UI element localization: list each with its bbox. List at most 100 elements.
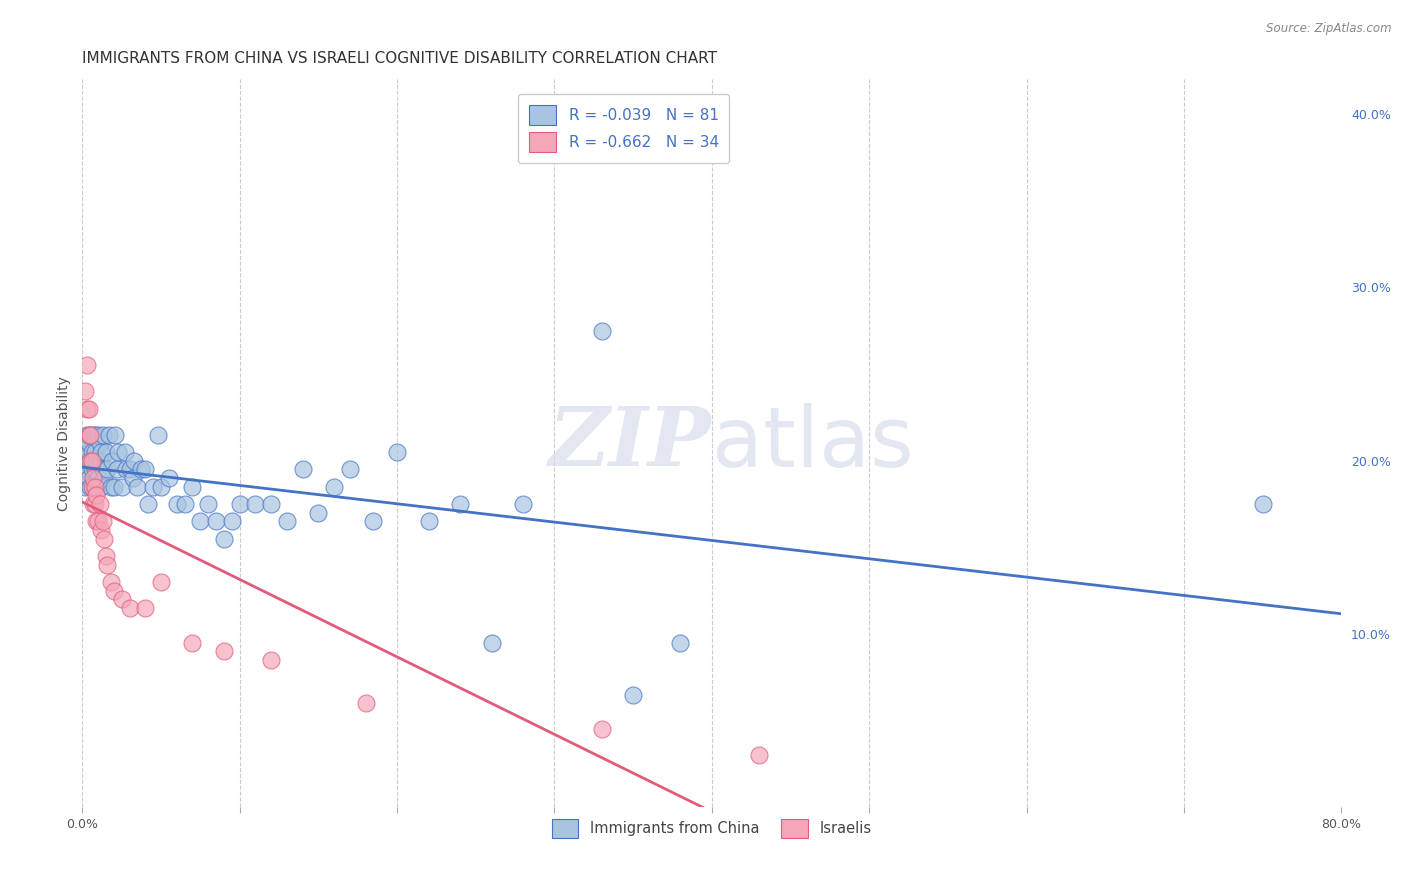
Point: [90, 523, 112, 537]
Point: [118, 601, 141, 615]
Point: [260, 653, 283, 667]
Point: [76, 462, 98, 476]
Point: [103, 583, 125, 598]
Point: [307, 506, 329, 520]
Text: ZIP: ZIP: [550, 403, 711, 483]
Point: [197, 497, 219, 511]
Point: [363, 515, 385, 529]
Point: [748, 748, 770, 763]
Point: [82, 471, 104, 485]
Point: [291, 462, 314, 476]
Point: [166, 497, 188, 511]
Point: [83, 480, 105, 494]
Point: [75, 436, 97, 450]
Point: [181, 636, 204, 650]
Point: [91, 515, 114, 529]
Point: [245, 497, 267, 511]
Point: [77, 471, 100, 485]
Point: [339, 462, 361, 476]
Point: [121, 471, 143, 485]
Point: [76, 401, 98, 416]
Point: [80, 453, 103, 467]
Point: [134, 601, 156, 615]
Point: [76, 359, 98, 373]
Point: [1251, 497, 1274, 511]
Text: Source: ZipAtlas.com: Source: ZipAtlas.com: [1267, 22, 1392, 36]
Point: [91, 462, 114, 476]
Point: [98, 427, 121, 442]
Point: [94, 445, 117, 459]
Point: [157, 471, 180, 485]
Point: [93, 471, 115, 485]
Point: [79, 427, 101, 442]
Point: [80, 445, 103, 459]
Point: [77, 445, 100, 459]
Point: [79, 453, 101, 467]
Point: [79, 427, 101, 442]
Point: [75, 480, 97, 494]
Point: [76, 453, 98, 467]
Point: [591, 723, 613, 737]
Point: [118, 462, 141, 476]
Point: [86, 488, 108, 502]
Point: [94, 549, 117, 563]
Point: [114, 445, 136, 459]
Point: [669, 636, 692, 650]
Point: [82, 480, 104, 494]
Point: [105, 462, 128, 476]
Point: [228, 497, 250, 511]
Text: IMMIGRANTS FROM CHINA VS ISRAELI COGNITIVE DISABILITY CORRELATION CHART: IMMIGRANTS FROM CHINA VS ISRAELI COGNITI…: [83, 51, 717, 66]
Point: [142, 480, 165, 494]
Legend: Immigrants from China, Israelis: Immigrants from China, Israelis: [547, 814, 877, 844]
Point: [449, 497, 471, 511]
Point: [86, 515, 108, 529]
Point: [76, 427, 98, 442]
Point: [83, 462, 105, 476]
Point: [79, 453, 101, 467]
Point: [90, 480, 112, 494]
Point: [87, 427, 110, 442]
Point: [96, 558, 118, 572]
Point: [79, 480, 101, 494]
Point: [173, 497, 195, 511]
Text: atlas: atlas: [711, 403, 914, 483]
Point: [205, 515, 228, 529]
Point: [83, 427, 105, 442]
Point: [212, 644, 235, 658]
Point: [83, 497, 105, 511]
Point: [111, 480, 134, 494]
Point: [89, 436, 111, 450]
Point: [188, 515, 211, 529]
Point: [89, 497, 111, 511]
Point: [87, 515, 110, 529]
Point: [276, 515, 298, 529]
Point: [82, 453, 104, 467]
Point: [111, 592, 134, 607]
Point: [77, 436, 100, 450]
Point: [82, 427, 104, 442]
Y-axis label: Cognitive Disability: Cognitive Disability: [58, 376, 72, 511]
Point: [90, 445, 112, 459]
Point: [181, 480, 204, 494]
Point: [134, 462, 156, 476]
Point: [80, 462, 103, 476]
Point: [80, 480, 103, 494]
Point: [103, 480, 125, 494]
Point: [385, 445, 408, 459]
Point: [260, 497, 283, 511]
Point: [75, 384, 97, 399]
Point: [221, 515, 243, 529]
Point: [107, 445, 129, 459]
Point: [89, 453, 111, 467]
Point: [481, 636, 503, 650]
Point: [115, 462, 138, 476]
Point: [146, 427, 169, 442]
Point: [418, 515, 440, 529]
Point: [93, 532, 115, 546]
Point: [621, 688, 644, 702]
Point: [122, 453, 145, 467]
Point: [127, 480, 149, 494]
Point: [82, 497, 104, 511]
Point: [591, 324, 613, 338]
Point: [104, 427, 127, 442]
